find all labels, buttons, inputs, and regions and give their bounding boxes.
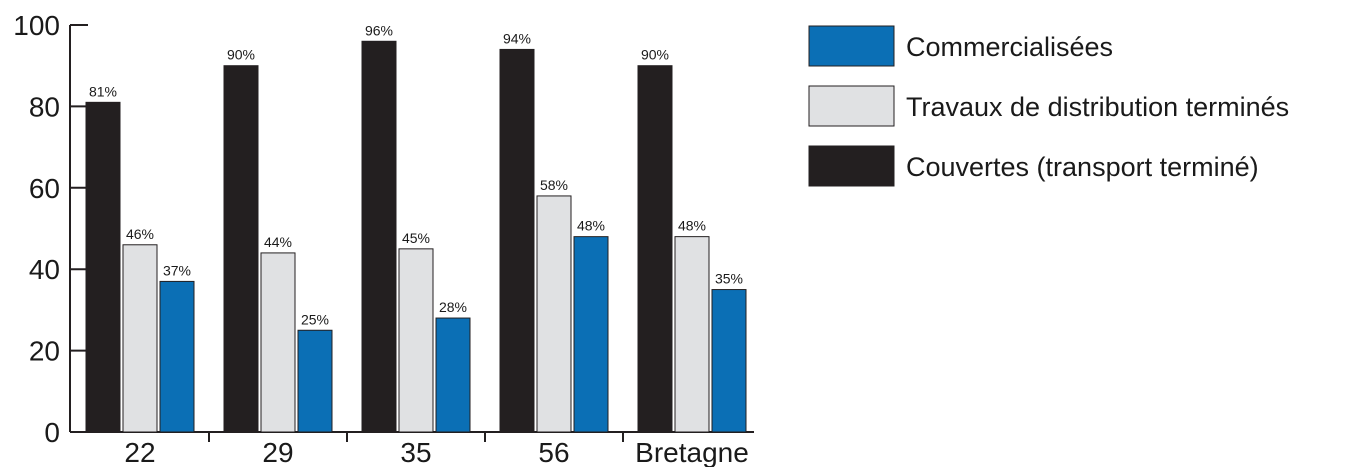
bar <box>361 40 397 433</box>
bar <box>223 65 259 433</box>
legend-label: Couvertes (transport terminé) <box>906 152 1259 182</box>
bar <box>85 101 121 433</box>
legend: Commercialisées Travaux de distribution t… <box>808 25 1289 187</box>
data-label: 28% <box>439 299 467 315</box>
bar <box>536 195 572 433</box>
bar <box>122 244 158 433</box>
bar <box>435 317 471 433</box>
data-label: 35% <box>715 271 743 287</box>
x-tick-label: 56 <box>538 437 569 467</box>
x-tick-label: 22 <box>124 437 155 467</box>
data-label: 96% <box>365 22 393 38</box>
bar <box>711 289 747 433</box>
data-label: 46% <box>126 226 154 242</box>
bar <box>573 236 609 433</box>
data-label: 37% <box>163 262 191 278</box>
bar <box>297 329 333 433</box>
bar <box>674 236 710 433</box>
y-tick-label: 100 <box>13 10 60 41</box>
data-label: 90% <box>641 47 669 63</box>
bar <box>637 65 673 433</box>
data-label: 90% <box>227 47 255 63</box>
data-label: 48% <box>577 218 605 234</box>
bar <box>159 280 195 433</box>
y-tick-label: 20 <box>29 336 60 367</box>
y-tick-label: 40 <box>29 254 60 285</box>
y-tick-label: 60 <box>29 173 60 204</box>
legend-label: Commercialisées <box>906 32 1113 62</box>
y-tick-label: 80 <box>29 91 60 122</box>
legend-swatch <box>808 25 895 67</box>
data-label: 58% <box>540 177 568 193</box>
bars: 81% 46% 37% 90% 44% 25% 96% 45% 28% 94% 58% 48% 90% 4… <box>85 22 747 433</box>
x-tick-label: Bretagne <box>635 437 749 467</box>
data-label: 25% <box>301 311 329 327</box>
y-tick-label: 0 <box>44 417 60 448</box>
bar <box>499 48 535 433</box>
data-label: 48% <box>678 218 706 234</box>
x-tick-label: 29 <box>262 437 293 467</box>
data-label: 81% <box>89 83 117 99</box>
bar <box>398 248 434 433</box>
data-label: 45% <box>402 230 430 246</box>
data-label: 44% <box>264 234 292 250</box>
x-tick-label: 35 <box>400 437 431 467</box>
legend-label: Travaux de distribution terminés <box>906 92 1289 122</box>
axes: 0 20 40 60 80 100 22 29 35 56 Bretagne <box>13 10 754 467</box>
data-label: 94% <box>503 30 531 46</box>
legend-swatch <box>808 85 895 127</box>
legend-swatch <box>808 145 895 187</box>
bar <box>260 252 296 433</box>
